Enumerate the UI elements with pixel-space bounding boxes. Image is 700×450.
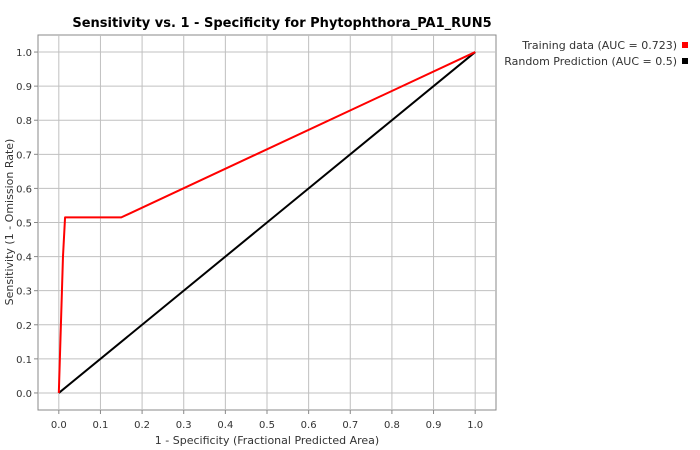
x-tick-label: 1.0 (467, 420, 483, 431)
y-axis-ticks: 0.0 0.1 0.2 0.3 0.4 0.5 0.6 0.7 0.8 0.9 1.0 (16, 48, 38, 400)
y-tick-label: 0.1 (16, 355, 32, 366)
legend: Training data (AUC = 0.723) Random Predic… (504, 39, 688, 68)
legend-label-training: Training data (AUC = 0.723) (521, 39, 677, 52)
y-tick-label: 0.6 (16, 184, 32, 195)
grid-lines (38, 35, 496, 410)
x-tick-label: 0.4 (217, 420, 233, 431)
y-tick-label: 0.0 (16, 389, 32, 400)
x-tick-label: 0.9 (426, 420, 442, 431)
x-tick-label: 0.5 (259, 420, 275, 431)
x-tick-label: 0.1 (93, 420, 109, 431)
random-prediction-line (58, 51, 476, 394)
x-tick-label: 0.3 (176, 420, 192, 431)
training-data-line (57, 51, 476, 393)
x-tick-label: 0.2 (134, 420, 150, 431)
y-tick-label: 0.9 (16, 82, 32, 93)
x-tick-label: 0.0 (51, 420, 67, 431)
y-tick-label: 0.7 (16, 150, 32, 161)
legend-swatch-random (682, 58, 688, 64)
x-tick-label: 0.8 (384, 420, 400, 431)
y-tick-label: 0.4 (16, 253, 32, 264)
y-tick-label: 1.0 (16, 48, 32, 59)
legend-swatch-training (682, 42, 688, 48)
x-tick-label: 0.7 (342, 420, 358, 431)
x-axis-ticks: 0.0 0.1 0.2 0.3 0.4 0.5 0.6 0.7 0.8 0.9 1.0 (51, 410, 483, 431)
chart-title: Sensitivity vs. 1 - Specificity for Phyt… (72, 16, 491, 31)
y-axis-label: Sensitivity (1 - Omission Rate) (3, 139, 16, 306)
x-tick-label: 0.6 (301, 420, 317, 431)
y-tick-label: 0.8 (16, 116, 32, 127)
x-axis-label: 1 - Specificity (Fractional Predicted Ar… (155, 434, 379, 447)
y-tick-label: 0.5 (16, 219, 32, 230)
y-tick-label: 0.3 (16, 287, 32, 298)
legend-label-random: Random Prediction (AUC = 0.5) (504, 55, 677, 68)
y-tick-label: 0.2 (16, 321, 32, 332)
series-lines (57, 51, 476, 394)
